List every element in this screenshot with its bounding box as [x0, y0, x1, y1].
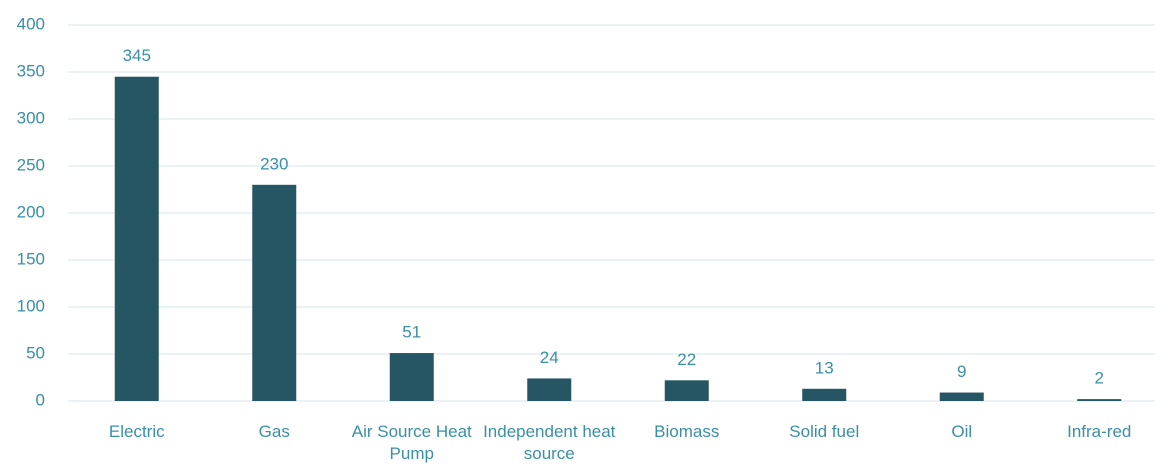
- data-label: 9: [957, 362, 966, 381]
- x-tick-label: Air Source Heat Pump: [351, 422, 472, 463]
- bar: [939, 392, 984, 401]
- data-label: 230: [260, 154, 288, 173]
- x-tick-label: Gas: [258, 422, 290, 441]
- y-tick-label: 100: [17, 296, 45, 315]
- bar: [1077, 399, 1122, 401]
- x-tick-label: Electric: [108, 422, 165, 441]
- bar: [252, 184, 297, 401]
- bar: [664, 380, 709, 401]
- bar: [114, 76, 159, 401]
- y-tick-label: 400: [17, 14, 45, 33]
- y-tick-label: 50: [26, 343, 45, 362]
- data-label: 22: [677, 350, 696, 369]
- bar: [802, 388, 847, 401]
- bar: [527, 378, 572, 401]
- x-tick-label: Oil: [951, 422, 973, 441]
- data-label: 2: [1095, 369, 1104, 388]
- y-tick-label: 250: [17, 155, 45, 174]
- bar: [389, 353, 434, 401]
- data-label: 51: [402, 323, 421, 342]
- data-label: 13: [815, 358, 834, 377]
- y-tick-label: 150: [17, 249, 45, 268]
- x-tick-label: Solid fuel: [789, 422, 860, 441]
- x-tick-label: Biomass: [654, 422, 720, 441]
- y-tick-label: 350: [17, 61, 45, 80]
- x-tick-label: Infra-red: [1067, 422, 1132, 441]
- y-tick-label: 200: [17, 202, 45, 221]
- x-tick-label: Independent heat source: [483, 422, 616, 463]
- data-label: 345: [123, 46, 151, 65]
- data-label: 24: [540, 348, 559, 367]
- y-tick-label: 0: [36, 390, 45, 409]
- y-tick-label: 300: [17, 108, 45, 127]
